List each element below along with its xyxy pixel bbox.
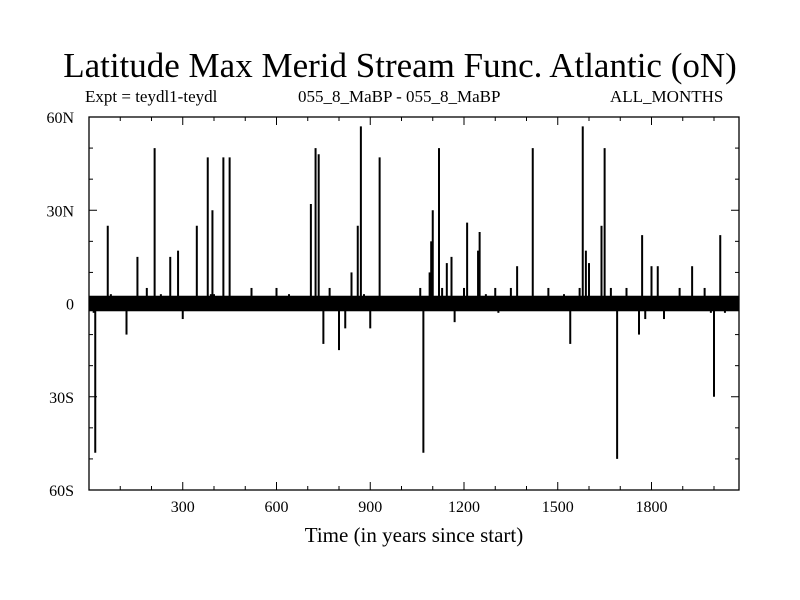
period-label: 055_8_MaBP - 055_8_MaBP bbox=[298, 87, 501, 106]
y-tick-label: 60N bbox=[46, 110, 74, 127]
y-tick-label: 30S bbox=[49, 390, 74, 407]
x-tick-label: 1200 bbox=[448, 499, 480, 516]
y-tick-label: 30N bbox=[46, 203, 74, 220]
chart-title: Latitude Max Merid Stream Func. Atlantic… bbox=[63, 46, 737, 85]
x-tick-label: 300 bbox=[171, 499, 195, 516]
y-tick-label: 60S bbox=[49, 483, 74, 500]
data-layer bbox=[89, 126, 739, 459]
x-tick-label: 1800 bbox=[636, 499, 668, 516]
x-tick-label: 600 bbox=[265, 499, 289, 516]
x-tick-label: 1500 bbox=[542, 499, 574, 516]
y-tick-label: 0 bbox=[66, 297, 74, 314]
x-tick-label: 900 bbox=[358, 499, 382, 516]
axis-ticks: 300 600 900 1200 1500 1800 60N 30N 0 30S 60S bbox=[46, 110, 739, 516]
x-axis-title: Time (in years since start) bbox=[305, 523, 524, 547]
months-label: ALL_MONTHS bbox=[610, 87, 724, 106]
experiment-label: Expt = teydl1-teydl bbox=[85, 87, 218, 106]
